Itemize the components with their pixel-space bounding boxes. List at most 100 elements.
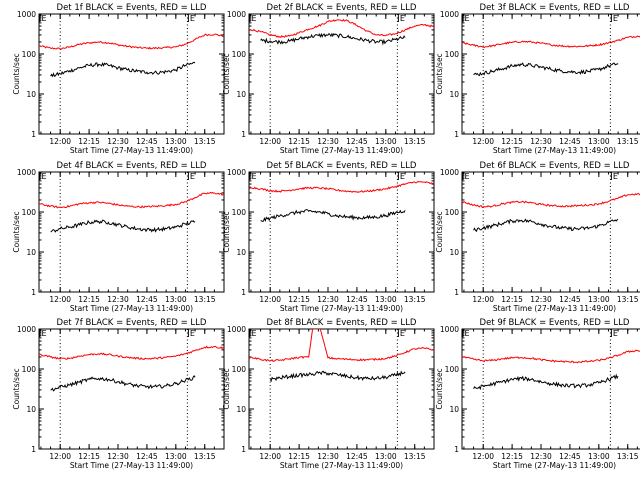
y-tick-label: 1 bbox=[31, 288, 36, 297]
flag-label: E bbox=[190, 14, 195, 23]
x-tick-label: 13:00 bbox=[165, 452, 187, 461]
y-tick-label: 10 bbox=[236, 405, 246, 414]
x-tick-label: 12:30 bbox=[107, 452, 129, 461]
y-tick-label: 10 bbox=[236, 248, 246, 257]
lld-series-line bbox=[249, 329, 434, 362]
x-tick-label: 12:15 bbox=[288, 295, 310, 304]
x-tick-label: 13:00 bbox=[375, 295, 397, 304]
y-tick-label: 100 bbox=[445, 208, 460, 217]
chart-title: Det 3f BLACK = Events, RED = LLD bbox=[480, 3, 630, 13]
events-series-line bbox=[269, 370, 406, 383]
y-tick-label: 1000 bbox=[227, 10, 246, 19]
x-tick-label: 13:00 bbox=[588, 295, 610, 304]
x-tick-label: 12:00 bbox=[259, 452, 281, 461]
lld-series-line bbox=[39, 33, 224, 50]
y-tick-label: 1000 bbox=[227, 325, 246, 334]
chart-title: Det 2f BLACK = Events, RED = LLD bbox=[267, 3, 417, 13]
x-tick-label: 13:15 bbox=[404, 452, 426, 461]
x-tick-label: 12:45 bbox=[346, 452, 368, 461]
flag-label: E bbox=[190, 329, 195, 338]
x-tick-label: 12:00 bbox=[49, 137, 71, 146]
y-tick-label: 1 bbox=[241, 288, 246, 297]
x-tick-label: 12:00 bbox=[472, 137, 494, 146]
flag-label: E bbox=[613, 329, 618, 338]
y-tick-label: 1 bbox=[31, 445, 36, 454]
x-tick-label: 12:45 bbox=[346, 137, 368, 146]
y-axis-label: Counts/sec bbox=[12, 53, 21, 94]
y-axis-label: Counts/sec bbox=[12, 368, 21, 409]
chart-title: Det 9f BLACK = Events, RED = LLD bbox=[480, 318, 630, 328]
chart-title: Det 7f BLACK = Events, RED = LLD bbox=[57, 318, 207, 328]
events-series-line bbox=[50, 219, 196, 233]
x-tick-label: 13:15 bbox=[194, 137, 216, 146]
x-tick-label: 12:30 bbox=[530, 295, 552, 304]
x-axis-label: Start Time (27-May-13 11:49:00) bbox=[70, 146, 193, 155]
x-tick-label: 12:15 bbox=[501, 137, 523, 146]
y-tick-label: 1000 bbox=[17, 325, 36, 334]
events-series-line bbox=[50, 61, 196, 78]
x-tick-label: 12:45 bbox=[346, 295, 368, 304]
chart-title: Det 5f BLACK = Events, RED = LLD bbox=[267, 161, 417, 171]
flag-label: E bbox=[465, 172, 470, 181]
flag-label: E bbox=[400, 172, 405, 181]
y-tick-label: 100 bbox=[22, 365, 37, 374]
x-tick-label: 12:45 bbox=[136, 137, 158, 146]
flag-label: E bbox=[400, 329, 405, 338]
y-tick-label: 1 bbox=[241, 130, 246, 139]
y-tick-label: 10 bbox=[26, 248, 36, 257]
chart-title: Det 1f BLACK = Events, RED = LLD bbox=[57, 3, 207, 13]
events-series-line bbox=[260, 208, 406, 223]
chart-panel-7: Det 7f BLACK = Events, RED = LLD 1 10 100 10… bbox=[12, 318, 225, 470]
x-axis-label: Start Time (27-May-13 11:49:00) bbox=[493, 146, 616, 155]
y-tick-label: 1000 bbox=[17, 10, 36, 19]
x-tick-label: 13:15 bbox=[194, 295, 216, 304]
x-axis-label: Start Time (27-May-13 11:49:00) bbox=[280, 304, 403, 313]
x-tick-label: 13:00 bbox=[588, 137, 610, 146]
x-tick-label: 13:15 bbox=[404, 137, 426, 146]
x-tick-label: 12:30 bbox=[107, 295, 129, 304]
chart-panel-5: Det 5f BLACK = Events, RED = LLD 1 10 100 10… bbox=[222, 161, 435, 313]
x-tick-label: 12:00 bbox=[259, 137, 281, 146]
x-tick-label: 12:30 bbox=[317, 137, 339, 146]
plot-frame bbox=[38, 328, 225, 450]
chart-title: Det 6f BLACK = Events, RED = LLD bbox=[480, 161, 630, 171]
plot-frame bbox=[248, 328, 435, 450]
y-axis-label: Counts/sec bbox=[222, 211, 231, 252]
y-axis-label: Counts/sec bbox=[222, 368, 231, 409]
y-tick-label: 1000 bbox=[227, 168, 246, 177]
y-tick-label: 10 bbox=[449, 90, 459, 99]
flag-label: E bbox=[252, 329, 257, 338]
plot-frame bbox=[248, 171, 435, 293]
chart-panel-6: Det 6f BLACK = Events, RED = LLD 1 10 100 10… bbox=[435, 161, 640, 313]
plot-frame bbox=[38, 13, 225, 135]
y-tick-label: 100 bbox=[22, 50, 37, 59]
y-tick-label: 1000 bbox=[440, 10, 459, 19]
y-axis-label: Counts/sec bbox=[435, 53, 444, 94]
chart-panel-2: Det 2f BLACK = Events, RED = LLD 1 10 100 10… bbox=[222, 3, 435, 155]
y-tick-label: 100 bbox=[22, 208, 37, 217]
plot-frame bbox=[461, 171, 640, 293]
y-tick-label: 1 bbox=[241, 445, 246, 454]
y-tick-label: 100 bbox=[232, 50, 247, 59]
x-axis-label: Start Time (27-May-13 11:49:00) bbox=[70, 304, 193, 313]
x-tick-label: 13:00 bbox=[375, 452, 397, 461]
x-tick-label: 12:45 bbox=[559, 452, 581, 461]
x-tick-label: 12:45 bbox=[136, 295, 158, 304]
y-tick-label: 100 bbox=[445, 365, 460, 374]
y-axis-label: Counts/sec bbox=[435, 368, 444, 409]
flag-label: E bbox=[252, 172, 257, 181]
x-tick-label: 13:00 bbox=[165, 137, 187, 146]
x-axis-label: Start Time (27-May-13 11:49:00) bbox=[493, 304, 616, 313]
flag-label: E bbox=[42, 14, 47, 23]
x-tick-label: 13:15 bbox=[617, 452, 639, 461]
lld-series-line bbox=[249, 18, 434, 38]
events-series-line bbox=[473, 62, 619, 77]
y-tick-label: 1 bbox=[454, 445, 459, 454]
chart-panel-3: Det 3f BLACK = Events, RED = LLD 1 10 100 10… bbox=[435, 3, 640, 155]
lld-series-line bbox=[462, 349, 640, 364]
chart-panel-9: Det 9f BLACK = Events, RED = LLD 1 10 100 10… bbox=[435, 318, 640, 470]
y-axis-label: Counts/sec bbox=[222, 53, 231, 94]
x-tick-label: 12:30 bbox=[530, 452, 552, 461]
chart-title: Det 8f BLACK = Events, RED = LLD bbox=[267, 318, 417, 328]
x-tick-label: 13:15 bbox=[404, 295, 426, 304]
